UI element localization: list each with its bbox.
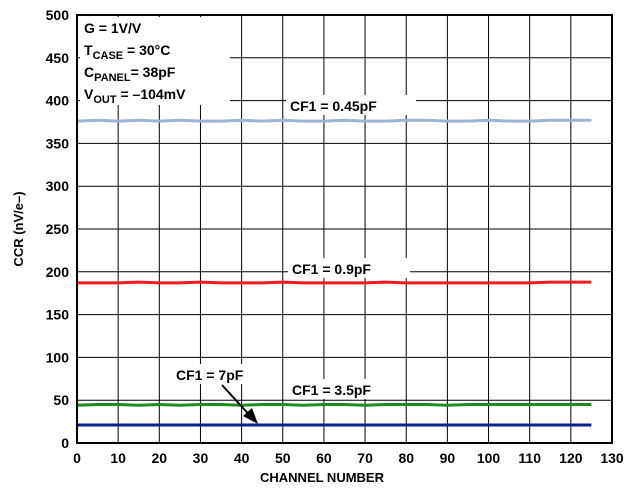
conditions-box [80,17,230,105]
x-tick-label: 130 [600,450,624,466]
label-bg-cf09 [288,258,410,278]
gain-label: G = 1V/V [84,20,142,36]
x-tick-label: 70 [357,450,373,466]
y-tick-label: 0 [61,435,69,451]
x-tick-label: 120 [559,450,583,466]
label-cf045: CF1 = 0.45pF [290,98,377,114]
cpanel-label: CPANEL= 38pF [84,64,176,84]
y-tick-label: 50 [53,392,69,408]
x-tick-label: 90 [440,450,456,466]
series-layer [76,118,592,427]
y-tick-label: 300 [46,178,70,194]
x-tick-label: 20 [152,450,168,466]
y-tick-label: 450 [46,50,70,66]
label-bg-cf045 [286,95,416,115]
label-bg-cf7 [171,364,261,384]
x-tick-label: 100 [477,450,501,466]
y-tick-label: 200 [46,264,70,280]
label-bg-cf35 [286,379,402,399]
tcase-label: TCASE = 30°C [84,42,170,62]
x-tick-label: 110 [518,450,541,466]
x-tick-label: 0 [73,450,81,466]
plot-frame [76,14,613,444]
x-tick-label: 10 [110,450,126,466]
y-tick-label: 100 [46,349,70,365]
x-tick-label: 80 [398,450,414,466]
y-tick-label: 500 [46,7,70,23]
y-tick-label: 150 [46,307,70,323]
series-line-1 [77,280,592,285]
x-tick-label: 40 [234,450,250,466]
label-cf09: CF1 = 0.9pF [292,261,371,277]
y-axis-title: CCR (nV/e–) [11,191,26,266]
x-axis-title: CHANNEL NUMBER [260,470,385,485]
label-cf35: CF1 = 3.5pF [292,382,371,398]
vout-label: VOUT = –104mV [84,86,186,106]
y-tick-label: 400 [46,93,70,109]
series-line-2 [76,403,592,407]
y-tick-label: 250 [46,221,70,237]
y-tick-label: 350 [46,135,70,151]
x-tick-label: 60 [316,450,332,466]
x-tick-labels: 0 10 20 30 40 50 60 70 80 90 100 110 120 130 [73,450,624,466]
series-line-0 [76,118,592,123]
cf7-arrowhead [243,408,258,424]
x-tick-label: 30 [193,450,209,466]
label-cf7: CF1 = 7pF [176,367,244,383]
x-tick-label: 50 [275,450,291,466]
y-tick-labels: 0 50 100 150 200 250 300 350 400 450 500 [46,7,70,451]
